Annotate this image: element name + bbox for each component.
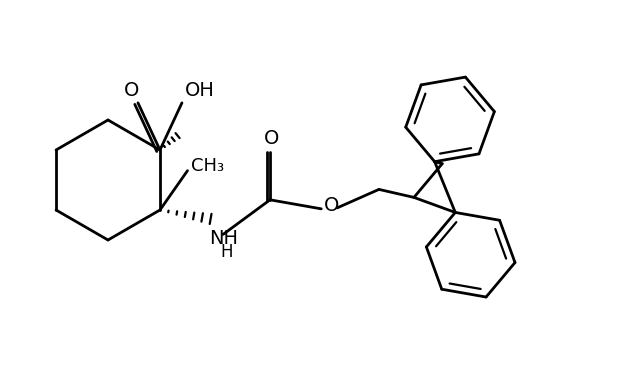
Text: O: O: [324, 196, 339, 215]
Text: CH₃: CH₃: [191, 157, 224, 175]
Text: OH: OH: [185, 81, 215, 100]
Text: NH: NH: [209, 229, 239, 248]
Text: O: O: [264, 129, 280, 149]
Text: H: H: [221, 243, 234, 261]
Text: O: O: [124, 81, 140, 100]
